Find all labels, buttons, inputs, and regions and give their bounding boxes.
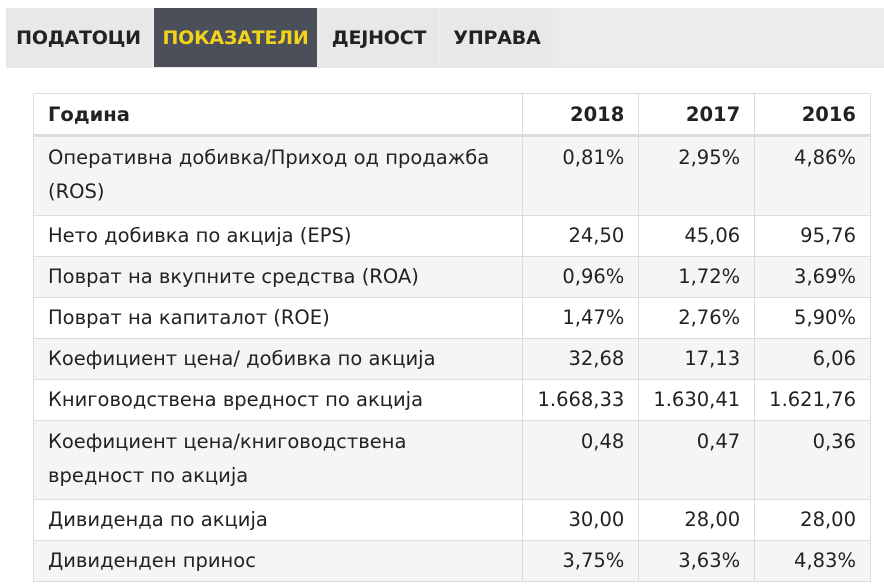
panel-divider (6, 67, 884, 68)
row-label: Оперативна добивка/Приход од продажба (R… (32, 135, 524, 216)
cell-value: 6,06 (754, 338, 871, 380)
cell-value: 0,36 (754, 420, 871, 500)
table-row: Коефициент цена/книговодствена вредност … (32, 420, 871, 500)
column-header-2018: 2018 (522, 93, 640, 137)
cell-value: 28,00 (638, 499, 756, 541)
cell-value: 0,96% (522, 256, 640, 298)
column-header-2017: 2017 (638, 93, 756, 137)
table-row: Книговодствена вредност по акција 1.668,… (32, 379, 871, 421)
table-row: Дивиденден принос 3,75% 3,63% 4,83% (32, 540, 871, 582)
cell-value: 2,76% (638, 297, 756, 339)
cell-value: 28,00 (754, 499, 871, 541)
cell-value: 1.621,76 (754, 379, 871, 421)
cell-value: 95,76 (754, 215, 871, 257)
cell-value: 24,50 (522, 215, 640, 257)
cell-value: 30,00 (522, 499, 640, 541)
cell-value: 1.668,33 (522, 379, 640, 421)
tab-podatoci[interactable]: ПОДАТОЦИ (6, 8, 151, 67)
cell-value: 2,95% (638, 135, 756, 216)
cell-value: 3,75% (522, 540, 640, 582)
row-label: Нето добивка по акција (EPS) (32, 215, 524, 257)
tab-pokazateli[interactable]: ПОКАЗАТЕЛИ (154, 8, 317, 67)
column-header-2016: 2016 (754, 93, 871, 137)
cell-value: 45,06 (638, 215, 756, 257)
cell-value: 5,90% (754, 297, 871, 339)
table-row: Поврат на капиталот (ROE) 1,47% 2,76% 5,… (32, 297, 871, 339)
row-label: Книговодствена вредност по акција (32, 379, 524, 421)
row-label: Коефициент цена/ добивка по акција (32, 338, 524, 380)
cell-value: 32,68 (522, 338, 640, 380)
cell-value: 3,63% (638, 540, 756, 582)
cell-value: 0,48 (522, 420, 640, 500)
table-row: Оперативна добивка/Приход од продажба (R… (32, 135, 871, 216)
cell-value: 1,47% (522, 297, 640, 339)
cell-value: 0,81% (522, 135, 640, 216)
tab-dejnost[interactable]: ДЕЈНОСТ (320, 8, 438, 67)
tab-uprava[interactable]: УПРАВА (441, 8, 553, 67)
table-row: Коефициент цена/ добивка по акција 32,68… (32, 338, 871, 380)
cell-value: 0,47 (638, 420, 756, 500)
table-header-row: Година 2018 2017 2016 (32, 93, 871, 137)
cell-value: 3,69% (754, 256, 871, 298)
row-label: Поврат на капиталот (ROE) (32, 297, 524, 339)
cell-value: 4,86% (754, 135, 871, 216)
indicators-table: Година 2018 2017 2016 Оперативна добивка… (32, 93, 871, 582)
tab-bar: ПОДАТОЦИ ПОКАЗАТЕЛИ ДЕЈНОСТ УПРАВА (6, 8, 556, 67)
table-row: Дивиденда по акција 30,00 28,00 28,00 (32, 499, 871, 541)
row-label: Дивиденден принос (32, 540, 524, 582)
row-label: Коефициент цена/книговодствена вредност … (32, 420, 524, 500)
cell-value: 17,13 (638, 338, 756, 380)
cell-value: 1,72% (638, 256, 756, 298)
column-header-year: Година (32, 93, 524, 137)
table-row: Поврат на вкупните средства (ROA) 0,96% … (32, 256, 871, 298)
cell-value: 4,83% (754, 540, 871, 582)
cell-value: 1.630,41 (638, 379, 756, 421)
row-label: Дивиденда по акција (32, 499, 524, 541)
table-row: Нето добивка по акција (EPS) 24,50 45,06… (32, 215, 871, 257)
row-label: Поврат на вкупните средства (ROA) (32, 256, 524, 298)
